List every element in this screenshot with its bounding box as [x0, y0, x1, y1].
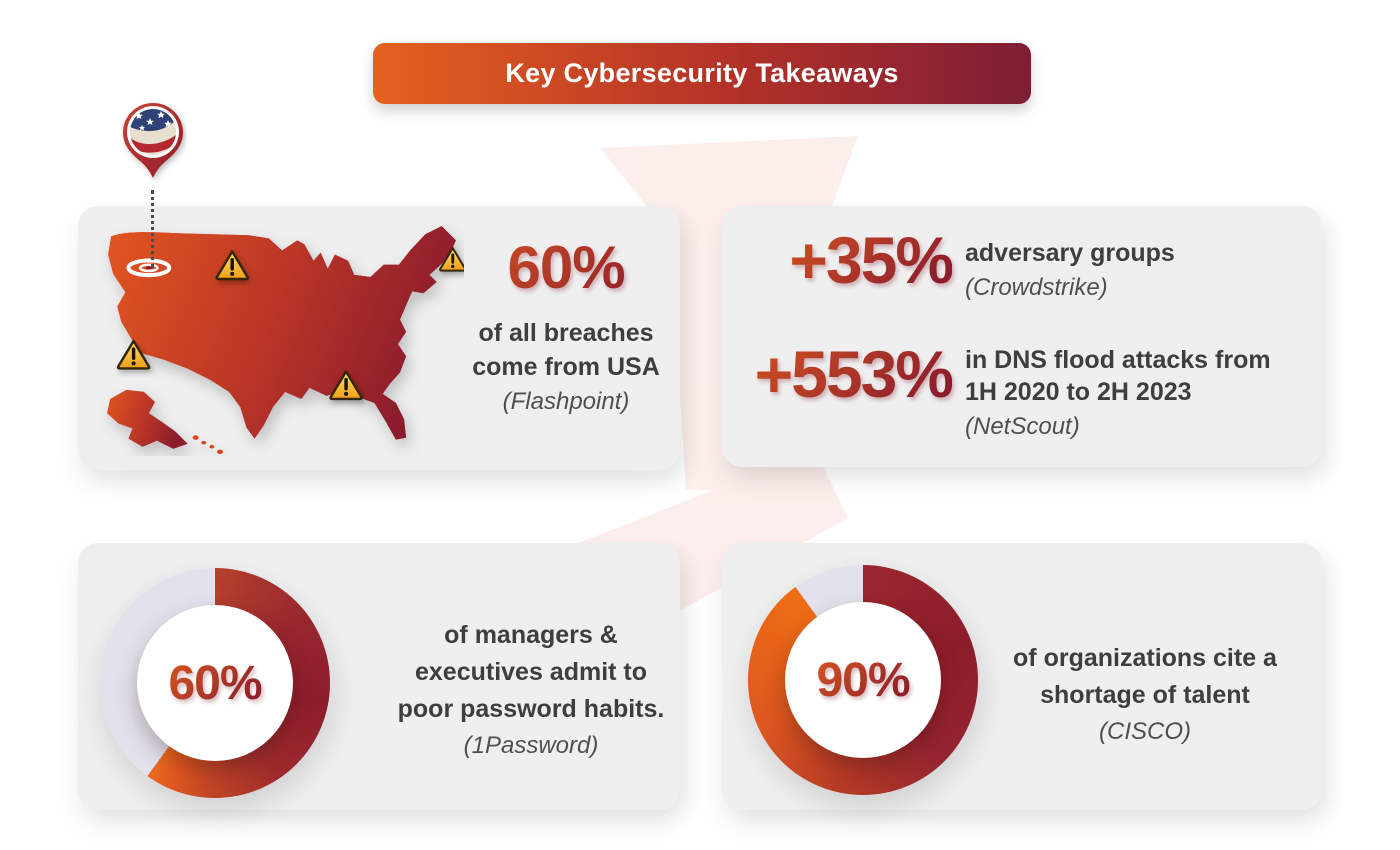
breaches-stat-block: 60% of all breaches come from USA (Flash…	[446, 236, 686, 417]
breaches-source: (Flashpoint)	[502, 388, 630, 415]
header-banner: Key Cybersecurity Takeaways	[373, 43, 1031, 104]
us-map-shape	[107, 226, 456, 455]
card-breaches: 60% of all breaches come from USA (Flash…	[78, 206, 680, 470]
adversary-source: (Crowdstrike)	[965, 274, 1108, 301]
card-attack-growth: +35% adversary groups (Crowdstrike) +553…	[722, 206, 1322, 467]
donut-hole: 90%	[785, 602, 941, 758]
dns-attacks-row: +553% in DNS flood attacks from 1H 2020 …	[734, 338, 1271, 442]
passwords-description-block: of managers & executives admit to poor p…	[366, 605, 696, 761]
talent-source: (CISCO)	[1099, 718, 1191, 745]
talent-stat: 90%	[816, 653, 910, 707]
card-talent: 90% of organizations cite a shortage of …	[722, 543, 1322, 810]
dns-description: in DNS flood attacks from 1H 2020 to 2H …	[965, 346, 1271, 440]
breaches-stat: 60%	[446, 236, 686, 300]
adversary-stat: +35%	[772, 224, 954, 296]
adversary-description: adversary groups (Crowdstrike)	[965, 239, 1175, 301]
target-ellipse	[126, 258, 172, 278]
passwords-source: (1Password)	[463, 732, 599, 759]
dns-stat: +553%	[734, 338, 954, 410]
passwords-stat: 60%	[168, 656, 262, 710]
breaches-description: of all breaches come from USA	[472, 319, 660, 381]
us-flag-pin-icon	[123, 103, 183, 178]
talent-description: of organizations cite a shortage of tale…	[1013, 644, 1277, 709]
card-passwords: 60% of managers & executives admit to po…	[78, 543, 680, 810]
passwords-description: of managers & executives admit to poor p…	[397, 621, 665, 723]
us-map	[107, 226, 464, 455]
donut-chart-60: 60%	[100, 568, 330, 798]
dns-source: (NetScout)	[965, 413, 1080, 440]
pin-connector-line	[151, 190, 154, 268]
donut-chart-90: 90%	[748, 565, 978, 795]
us-flag-graphic	[130, 109, 176, 155]
adversary-groups-row: +35% adversary groups (Crowdstrike)	[772, 224, 1175, 303]
talent-description-block: of organizations cite a shortage of tale…	[980, 628, 1310, 747]
hawaii-islands	[192, 435, 224, 455]
donut-hole: 60%	[137, 605, 293, 761]
page-title: Key Cybersecurity Takeaways	[505, 58, 899, 88]
